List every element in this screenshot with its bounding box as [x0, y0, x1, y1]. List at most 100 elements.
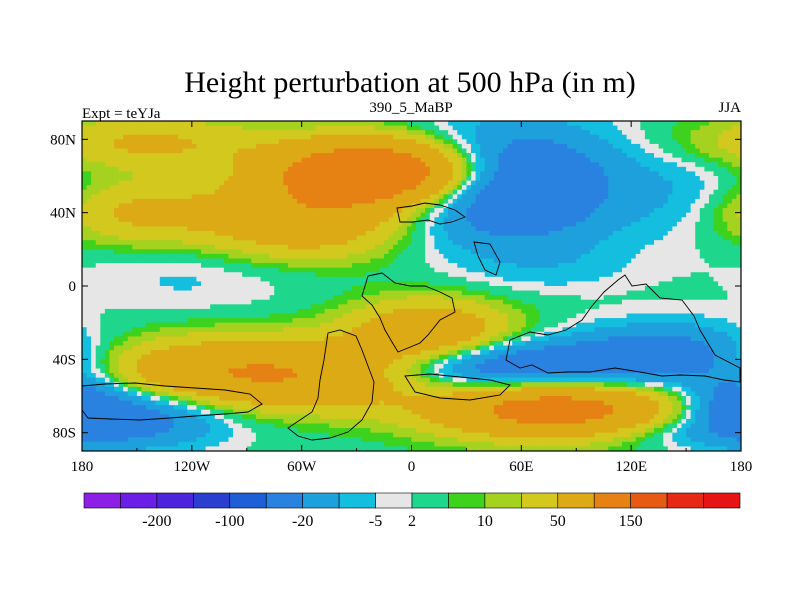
field-cell: [457, 134, 463, 140]
field-cell: [141, 217, 147, 223]
field-cell: [548, 235, 554, 241]
field-cell: [233, 217, 239, 223]
field-cell: [553, 221, 559, 228]
field-cell: [672, 244, 678, 250]
field-cell: [384, 276, 390, 283]
field-cell: [631, 125, 637, 131]
field-cell: [329, 121, 335, 127]
field-cell: [521, 203, 527, 209]
field-cell: [384, 176, 390, 182]
field-cell: [727, 235, 733, 241]
field-cell: [214, 121, 220, 127]
field-cell: [356, 189, 362, 195]
field-cell: [539, 203, 545, 209]
field-cell: [708, 258, 715, 264]
field-cell: [681, 240, 687, 246]
field-cell: [91, 189, 97, 195]
field-cell: [123, 148, 129, 154]
field-cell: [86, 162, 92, 168]
field-cell: [82, 244, 88, 250]
field-cell: [365, 212, 371, 218]
field-cell: [690, 121, 696, 127]
field-cell: [123, 189, 129, 195]
field-cell: [365, 157, 371, 163]
field-cell: [397, 272, 403, 278]
field-cell: [315, 203, 321, 209]
field-cell: [178, 148, 184, 154]
field-cell: [338, 235, 344, 241]
field-cell: [104, 157, 111, 163]
field-cell: [535, 221, 541, 228]
field-cell: [507, 180, 513, 186]
field-cell: [594, 166, 600, 173]
field-cell: [342, 240, 349, 246]
field-cell: [150, 153, 156, 159]
field-cell: [86, 157, 92, 163]
field-cell: [470, 189, 477, 195]
field-cell: [608, 235, 614, 241]
field-cell: [86, 235, 92, 241]
field-cell: [379, 139, 385, 145]
field-cell: [480, 157, 486, 163]
field-cell: [695, 253, 701, 260]
field-cell: [708, 171, 715, 177]
field-cell: [718, 240, 724, 246]
field-cell: [489, 249, 495, 255]
field-cell: [690, 166, 696, 173]
field-cell: [493, 157, 500, 163]
field-cell: [434, 157, 440, 163]
field-cell: [356, 231, 362, 237]
field-cell: [210, 153, 216, 159]
field-cell: [727, 185, 733, 191]
field-cell: [173, 253, 179, 260]
field-cell: [503, 276, 509, 283]
field-cell: [196, 130, 202, 136]
field-cell: [155, 180, 161, 186]
field-cell: [233, 263, 239, 269]
field-cell: [397, 221, 403, 228]
field-cell: [420, 217, 426, 223]
field-cell: [191, 272, 198, 278]
field-cell: [283, 162, 289, 168]
field-cell: [466, 221, 472, 228]
field-cell: [146, 157, 152, 163]
field-cell: [155, 198, 161, 205]
field-cell: [603, 267, 609, 273]
field-cell: [457, 130, 463, 136]
field-cell: [338, 194, 344, 200]
field-cell: [310, 249, 316, 255]
field-cell: [425, 244, 431, 250]
field-cell: [246, 226, 252, 232]
field-cell: [466, 134, 472, 140]
field-cell: [649, 180, 655, 186]
field-cell: [82, 203, 88, 209]
field-cell: [365, 130, 371, 136]
field-cell: [521, 153, 527, 159]
field-cell: [155, 263, 161, 269]
field-cell: [571, 198, 577, 205]
field-cell: [251, 157, 257, 163]
field-cell: [287, 121, 294, 127]
field-cell: [416, 208, 422, 214]
field-cell: [251, 180, 257, 186]
field-cell: [352, 171, 358, 177]
field-cell: [466, 162, 472, 168]
field-cell: [731, 143, 738, 150]
field-cell: [365, 276, 371, 283]
field-cell: [695, 258, 701, 264]
field-cell: [141, 125, 147, 131]
field-cell: [612, 263, 619, 269]
field-cell: [576, 244, 582, 250]
field-cell: [466, 194, 472, 200]
field-cell: [539, 166, 545, 173]
field-cell: [127, 139, 133, 145]
field-cell: [406, 121, 413, 127]
field-cell: [425, 253, 431, 260]
field-cell: [164, 148, 170, 154]
field-cell: [626, 198, 632, 205]
field-cell: [470, 244, 477, 250]
field-cell: [324, 276, 330, 283]
field-cell: [141, 162, 147, 168]
field-cell: [187, 157, 193, 163]
field-cell: [214, 171, 220, 177]
